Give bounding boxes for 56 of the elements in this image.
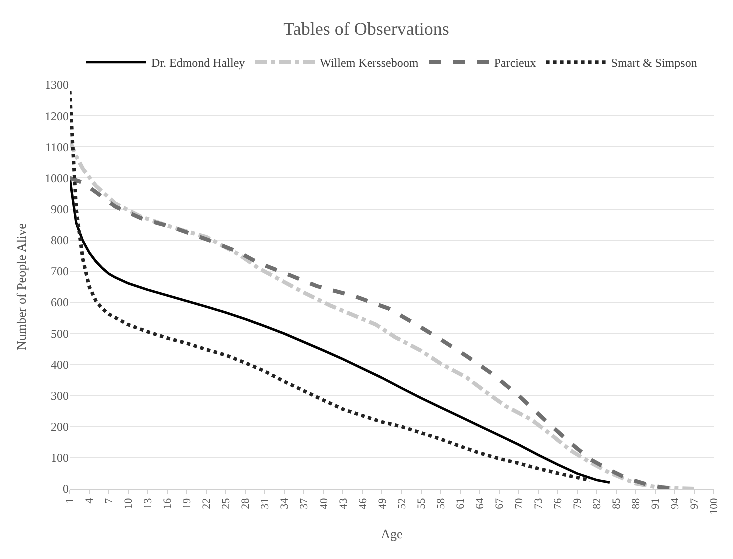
- y-tick-label: 400: [51, 358, 69, 372]
- y-tick-label: 100: [51, 451, 69, 466]
- x-tick-label: 10: [123, 498, 136, 510]
- y-tick-label: 1200: [45, 109, 69, 124]
- x-tick-label: 40: [318, 498, 330, 510]
- x-tick-label: 91: [650, 498, 662, 510]
- x-axis-title: Age: [381, 526, 404, 542]
- y-axis-title: Number of People Alive: [14, 223, 29, 350]
- y-tick-label: 1300: [45, 78, 69, 92]
- chart-title: Tables of Observations: [284, 18, 450, 39]
- x-tick-label: 85: [610, 498, 623, 510]
- x-tick-label: 22: [201, 498, 214, 510]
- x-tick-label: 31: [260, 498, 272, 510]
- x-tick-label: 16: [162, 498, 174, 510]
- y-tick-label: 700: [51, 264, 69, 279]
- x-tick-label: 37: [298, 498, 311, 510]
- x-tick-label: 70: [513, 498, 526, 510]
- x-tick-label: 43: [338, 498, 350, 510]
- x-tick-label: 64: [474, 498, 486, 510]
- x-tick-label: 55: [416, 498, 428, 510]
- x-tick-label: 28: [240, 498, 252, 510]
- y-tick-label: 0: [63, 482, 69, 496]
- legend-label: Dr. Edmond Halley: [152, 56, 246, 70]
- x-tick-label: 97: [689, 498, 702, 510]
- x-tick-label: 34: [279, 498, 292, 510]
- x-tick-label: 49: [376, 498, 389, 510]
- legend-label: Smart & Simpson: [611, 56, 698, 70]
- line-series: [70, 89, 592, 482]
- x-tick-label: 94: [670, 498, 682, 510]
- x-tick-label: 73: [532, 498, 545, 510]
- y-tick-label: 300: [51, 388, 69, 403]
- x-tick-label: 79: [572, 498, 584, 510]
- x-tick-label: 82: [591, 498, 604, 510]
- y-tick-label: 500: [51, 326, 69, 341]
- y-tick-label: 600: [51, 296, 69, 310]
- x-tick-label: 19: [182, 498, 194, 510]
- x-tick-label: 67: [494, 498, 506, 510]
- y-tick-label: 900: [51, 202, 69, 217]
- x-tick-label: 25: [220, 498, 233, 510]
- x-tick-label: 1: [64, 498, 77, 504]
- x-tick-label: 100: [708, 498, 721, 515]
- x-tick-label: 88: [630, 498, 643, 510]
- x-tick-label: 13: [142, 498, 155, 510]
- legend-label: Willem Kersseboom: [320, 56, 420, 70]
- x-tick-label: 61: [454, 498, 467, 510]
- x-tick-label: 76: [552, 498, 564, 510]
- y-tick-label: 1000: [45, 171, 69, 186]
- y-tick-label: 1100: [45, 140, 69, 154]
- x-tick-label: 7: [104, 498, 116, 504]
- x-tick-label: 58: [435, 498, 448, 510]
- y-tick-label: 200: [51, 420, 69, 434]
- x-tick-label: 52: [396, 498, 408, 510]
- x-tick-label: 4: [84, 498, 96, 504]
- y-tick-label: 800: [51, 234, 69, 248]
- legend-label: Parcieux: [494, 56, 536, 70]
- x-tick-label: 46: [357, 498, 370, 510]
